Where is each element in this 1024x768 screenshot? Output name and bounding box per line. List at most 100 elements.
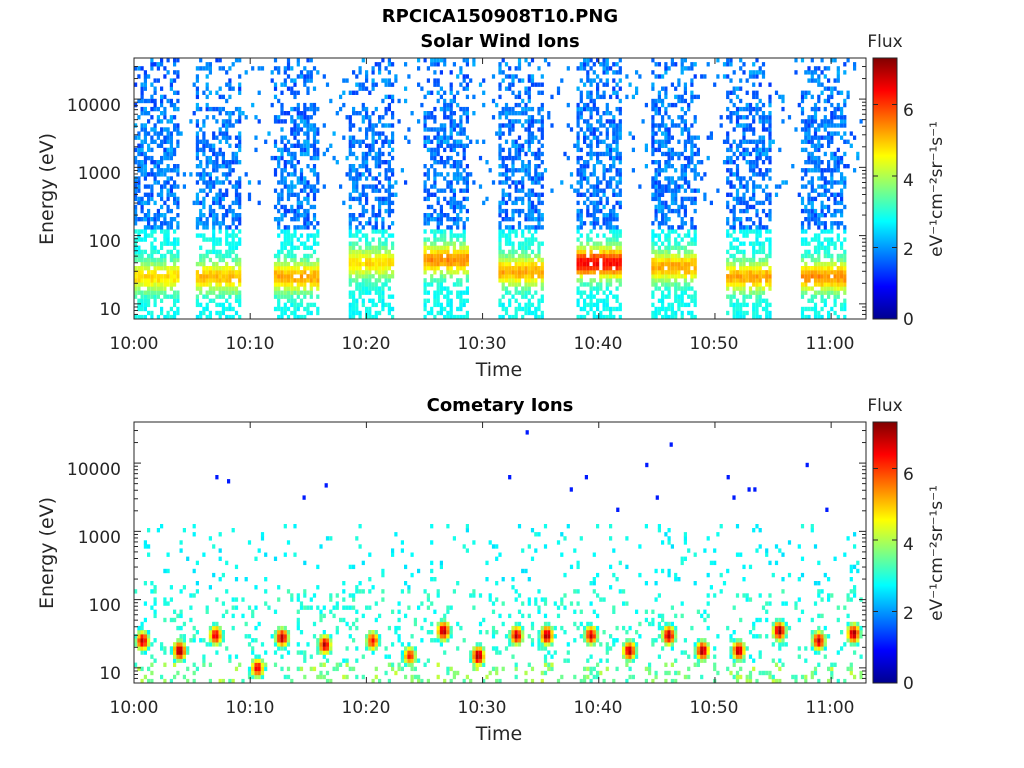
spectrogram-cell [501,266,505,271]
spectrogram-cell [596,139,600,144]
spectrogram-cell [537,176,541,181]
spectrogram-cell [514,94,518,100]
spectrogram-cell [316,233,320,238]
spectrogram-cell [384,261,388,267]
spectrogram-cell [758,70,762,75]
spectrogram-cell [579,168,583,173]
spectrogram-cell [280,168,284,173]
spectrogram-cell [501,200,505,206]
spectrogram-cell [781,94,785,100]
spectrogram-cell [670,306,674,312]
spectrogram-cell [228,245,232,250]
spectrogram-cell [163,253,167,259]
spectrogram-cell [599,196,603,202]
spectrogram-cell [693,176,697,181]
spectrogram-cell [391,168,395,173]
spectrogram-cell [348,241,352,246]
spectrogram-cell [742,115,746,120]
spectrogram-cell [804,90,808,95]
spectrogram-cell [654,278,658,283]
spectrogram-cell [443,213,447,218]
spectrogram-cell [384,253,388,259]
spectrogram-cell [664,184,668,189]
spectrogram-cell [462,261,466,267]
spectrogram-cell [583,290,587,295]
spectrogram-cell [218,257,222,263]
spectrogram-cell [524,102,528,108]
spectrogram-cell [462,58,466,63]
spectrogram-cell [813,147,818,153]
spectrogram-cell [218,200,222,206]
spectrogram-cell [195,102,199,108]
spectrogram-cell [452,139,456,144]
spectrogram-cell [664,249,668,255]
spectrogram-cell [830,257,834,263]
spectrogram-cell [312,164,317,169]
spectrogram-cell [664,131,668,136]
spectrogram-cell [729,266,733,271]
spectrogram-cell [225,278,229,283]
spectrogram-cell [547,62,551,67]
spectrogram-cell [651,131,655,136]
spectrogram-cell [293,266,297,271]
spectrogram-cell [358,286,362,291]
spectrogram-cell [449,70,453,75]
spectrogram-cell [449,196,453,202]
spectrogram-cell [511,180,515,185]
spectrogram-cell [758,221,762,226]
spectrogram-cell [137,274,141,279]
spectrogram-cell [290,302,294,308]
spectrogram-cell [800,237,805,242]
spectrogram-cell [605,213,609,218]
spectrogram-cell [358,164,362,169]
spectrogram-cell [309,70,313,75]
spectrogram-cell [205,290,209,295]
spectrogram-cell [348,151,352,157]
spectrogram-cell [303,208,307,214]
spectrogram-cell [303,221,307,226]
spectrogram-cell [134,278,138,283]
spectrogram-cell [810,237,814,242]
spectrogram-cell [176,253,180,259]
spectrogram-cell [231,274,235,279]
spectrogram-cell [800,290,805,295]
spectrogram-cell [690,225,694,230]
spectrogram-cell [599,188,603,193]
spectrogram-cell [156,135,160,140]
spectrogram-cell [443,233,447,238]
spectrogram-cell [517,78,522,83]
spectrogram-cell [465,245,469,250]
spectrogram-cell [609,217,613,222]
spectrogram-cell [612,123,616,128]
spectrogram-cell [612,119,616,124]
spectrogram-cell [208,184,212,189]
spectrogram-cell [296,74,300,79]
spectrogram-cell [143,160,147,165]
spectrogram-cell [566,155,570,161]
spectrogram-cell [618,314,622,320]
spectrogram-cell [508,290,512,295]
spectrogram-cell [355,298,359,303]
spectrogram-cell [306,290,310,295]
spectrogram-cell [680,245,684,250]
spectrogram-cell [202,225,206,230]
spectrogram-cell [371,127,375,132]
spectrogram-cell [273,290,278,295]
spectrogram-cell [208,106,212,112]
spectrogram-cell [530,266,535,271]
spectrogram-cell [436,221,440,226]
spectrogram-cell [368,123,372,128]
spectrogram-cell [446,290,450,295]
spectrogram-cell [609,253,613,259]
spectrogram-cell [827,249,831,255]
spectrogram-cell [804,261,808,267]
spectrogram-cell [827,274,831,279]
spectrogram-cell [735,115,740,120]
spectrogram-cell [664,310,668,316]
spectrogram-cell [465,94,469,100]
spectrogram-cell [426,176,430,181]
spectrogram-cell [195,164,199,169]
spectrogram-cell [150,188,154,193]
spectrogram-cell [670,123,674,128]
spectrogram-cell [511,266,515,271]
